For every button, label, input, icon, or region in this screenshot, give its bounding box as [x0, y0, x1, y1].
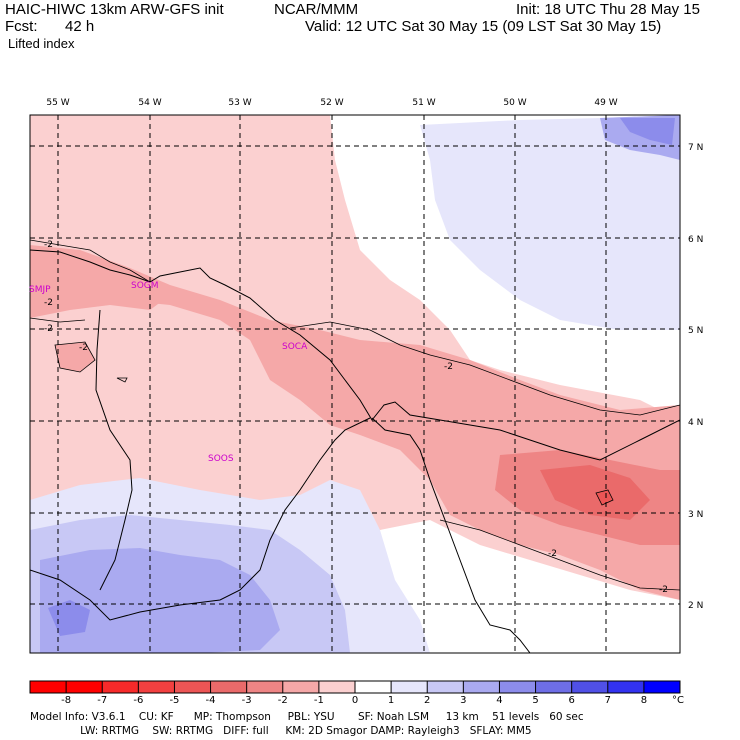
model-info-line1: Model Info: V3.6.1 CU: KF MP: Thompson P… [30, 711, 584, 723]
colorbar-segment [607, 681, 644, 693]
colorbar-tick-label: -5 [169, 695, 180, 706]
colorbar-segment [210, 681, 247, 693]
colorbar-tick-label: 7 [604, 695, 611, 706]
colorbar-tick-label: 3 [460, 695, 467, 706]
lifted-index-field [30, 115, 680, 653]
colorbar-tick-label: -8 [61, 695, 72, 706]
colorbar-tick-label: -7 [97, 695, 108, 706]
colorbar-segment [102, 681, 139, 693]
lat-label: 7 N [688, 143, 703, 153]
colorbar-tick-label: -2 [277, 695, 288, 706]
lat-label: 6 N [688, 235, 703, 245]
lat-lon-grid [30, 115, 680, 653]
colorbar-segment [246, 681, 283, 693]
lat-label: 5 N [688, 326, 703, 336]
coastlines [30, 249, 680, 653]
forecast-label: Fcst: [5, 18, 38, 35]
colorbar-tick-label: -6 [133, 695, 144, 706]
contour-labels: -2 -2 -2 -2 -2 -2 -2 [44, 240, 668, 595]
colorbar-tick-label: 5 [532, 695, 539, 706]
contour-label: -2 [44, 240, 53, 250]
colorbar-segment [463, 681, 500, 693]
colorbar-segment [535, 681, 572, 693]
station-smjp: SMJP [29, 285, 51, 295]
colorbar-segment [499, 681, 536, 693]
center-label: NCAR/MMM [274, 1, 359, 18]
colorbar-segment [66, 681, 103, 693]
map-frame [29, 114, 681, 654]
lon-label: 52 W [320, 98, 343, 108]
colorbar-segment [282, 681, 319, 693]
colorbar-segment [391, 681, 428, 693]
colorbar-unit: °C [672, 695, 684, 706]
contour-label: -2 [659, 585, 668, 595]
station-labels: SMJP SOGM SOCA SOOS [29, 281, 308, 464]
colorbar [29, 680, 681, 694]
lon-label: 55 W [46, 98, 69, 108]
colorbar-tick-label: 4 [496, 695, 503, 706]
latitude-labels: 7 N 6 N 5 N 4 N 3 N 2 N [688, 143, 703, 611]
lon-label: 54 W [138, 98, 161, 108]
lon-label: 50 W [503, 98, 526, 108]
colorbar-tick-label: -1 [313, 695, 324, 706]
lat-label: 2 N [688, 601, 703, 611]
model-info-line2: LW: RRTMG SW: RRTMG DIFF: full KM: 2D Sm… [30, 725, 532, 737]
station-soos: SOOS [208, 454, 234, 464]
colorbar-segment [643, 681, 680, 693]
colorbar-tick-label: 8 [640, 695, 648, 706]
lon-label: 51 W [412, 98, 435, 108]
colorbar-tick-label: 2 [424, 695, 431, 706]
colorbar-segment [30, 681, 67, 693]
lon-label: 53 W [228, 98, 251, 108]
station-soca: SOCA [282, 342, 308, 352]
contour-label: -2 [79, 343, 88, 353]
contour-label: -2 [44, 324, 53, 334]
station-sogm: SOGM [131, 281, 159, 291]
lat-label: 3 N [688, 510, 703, 520]
colorbar-tick-label: 6 [568, 695, 575, 706]
field-name: Lifted index [8, 36, 75, 51]
longitude-labels: 55 W 54 W 53 W 52 W 51 W 50 W 49 W [46, 98, 617, 108]
colorbar-tick-label: 1 [387, 695, 395, 706]
contour-label: -2 [44, 298, 53, 308]
colorbar-tick-label: -3 [241, 695, 252, 706]
model-title: HAIC-HIWC 13km ARW-GFS init [5, 1, 224, 18]
valid-time: Valid: 12 UTC Sat 30 May 15 (09 LST Sat … [305, 18, 662, 35]
forecast-hour: 42 h [65, 18, 95, 35]
colorbar-segment [427, 681, 464, 693]
init-time: Init: 18 UTC Thu 28 May 15 [516, 1, 700, 18]
colorbar-segment [138, 681, 175, 693]
colorbar-tick-label: -4 [205, 695, 216, 706]
contour-lines [30, 239, 680, 591]
contour-label: -2 [548, 549, 557, 559]
colorbar-segment [571, 681, 608, 693]
colorbar-tick-label: 0 [351, 695, 359, 706]
lat-label: 4 N [688, 418, 703, 428]
colorbar-segment [174, 681, 211, 693]
contour-label: -2 [444, 362, 453, 372]
colorbar-segment [355, 681, 392, 693]
colorbar-segment [318, 681, 355, 693]
lon-label: 49 W [594, 98, 617, 108]
